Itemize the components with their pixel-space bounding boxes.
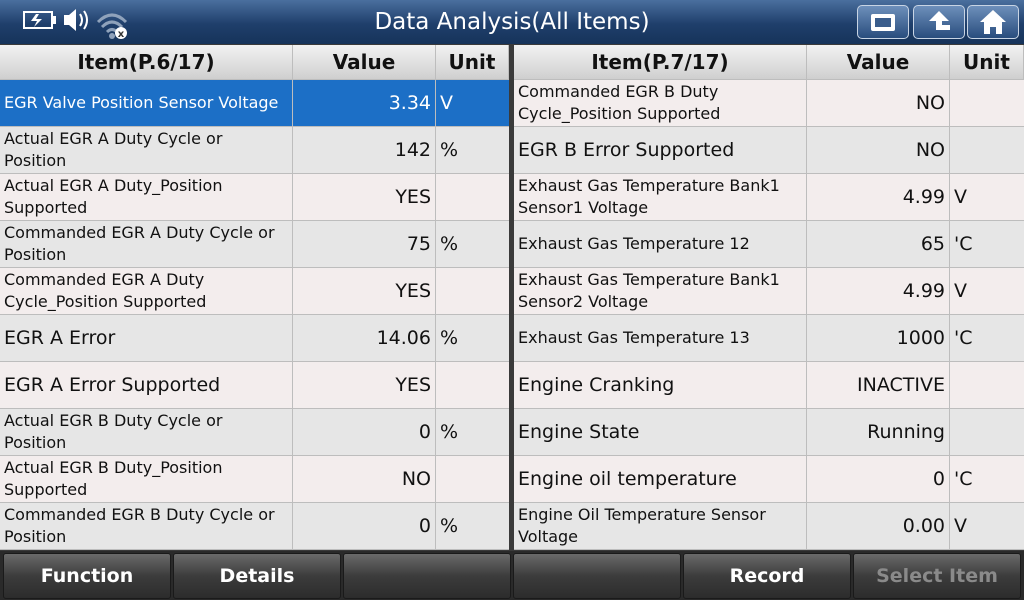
item-cell[interactable]: Commanded EGR B Duty Cycle or Position [0, 503, 292, 549]
item-cell[interactable]: Exhaust Gas Temperature 12 [514, 221, 806, 267]
unit-cell: V [950, 503, 1024, 549]
item-cell[interactable]: Engine Cranking [514, 362, 806, 408]
column-header: Unit [436, 45, 508, 79]
unit-cell: V [436, 80, 509, 126]
item-cell[interactable]: EGR A Error [0, 315, 292, 361]
value-cell: 0.00 [807, 503, 949, 549]
item-cell[interactable]: EGR A Error Supported [0, 362, 292, 408]
value-cell: 14.06 [293, 315, 435, 361]
toolbar-button[interactable]: Function [3, 553, 171, 599]
value-cell: YES [293, 174, 435, 220]
item-cell[interactable]: EGR Valve Position Sensor Voltage [0, 80, 292, 126]
value-cell: NO [807, 80, 949, 126]
column-header: Unit [950, 45, 1023, 79]
item-cell[interactable]: Engine State [514, 409, 806, 455]
item-cell[interactable]: Actual EGR B Duty Cycle or Position [0, 409, 292, 455]
icon [871, 14, 895, 31]
icon [980, 10, 1006, 34]
unit-cell: % [436, 221, 509, 267]
item-cell[interactable]: EGR B Error Supported [514, 127, 806, 173]
unit-cell: 'C [950, 456, 1024, 502]
value-cell: NO [807, 127, 949, 173]
icon [929, 11, 950, 30]
value-cell: 0 [293, 409, 435, 455]
unit-cell: % [436, 315, 509, 361]
toolbar-button: Select Item [853, 553, 1021, 599]
column-header: Item(P.6/17) [0, 45, 292, 79]
value-cell: INACTIVE [807, 362, 949, 408]
unit-cell: V [950, 174, 1024, 220]
value-cell: 4.99 [807, 174, 949, 220]
unit-cell: % [436, 409, 509, 455]
status-icons: x [23, 9, 128, 40]
screen-title: Data Analysis(All Items) [374, 9, 650, 35]
unit-cell: % [436, 503, 509, 549]
unit-cell: V [950, 268, 1024, 314]
unit-cell: % [436, 127, 509, 173]
column-header: Item(P.7/17) [514, 45, 806, 79]
item-cell[interactable]: Engine oil temperature [514, 456, 806, 502]
item-cell[interactable]: Actual EGR A Duty_Position Supported [0, 174, 292, 220]
svg-text:x: x [118, 29, 125, 40]
unit-cell [950, 409, 1024, 455]
bottom-bar: Function Details Record Select Item [0, 551, 1024, 600]
item-cell[interactable]: Commanded EGR A Duty Cycle_Position Supp… [0, 268, 292, 314]
unit-cell [436, 362, 509, 408]
value-cell: 4.99 [807, 268, 949, 314]
unit-cell [950, 362, 1024, 408]
value-cell: 0 [807, 456, 949, 502]
toolbar-button [343, 553, 511, 599]
column-header: Value [293, 45, 435, 79]
item-cell[interactable]: Commanded EGR A Duty Cycle or Position [0, 221, 292, 267]
item-cell[interactable]: Actual EGR A Duty Cycle or Position [0, 127, 292, 173]
value-cell: NO [293, 456, 435, 502]
unit-cell [436, 174, 509, 220]
value-cell: 0 [293, 503, 435, 549]
value-cell: 142 [293, 127, 435, 173]
value-cell: YES [293, 362, 435, 408]
value-cell: 3.34 [293, 80, 435, 126]
item-cell[interactable]: Engine Oil Temperature Sensor Voltage [514, 503, 806, 549]
left-table: Item(P.6/17) Value Unit EGR Valve Position … [0, 45, 509, 550]
unit-cell [436, 456, 509, 502]
unit-cell [436, 268, 509, 314]
top-bar: x Data Analysis(All Items) [0, 0, 1024, 44]
unit-cell [950, 80, 1024, 126]
item-cell[interactable]: Exhaust Gas Temperature Bank1 Sensor1 Vo… [514, 174, 806, 220]
value-cell: 75 [293, 221, 435, 267]
back-button[interactable] [913, 5, 965, 39]
toolbar-button[interactable]: Details [173, 553, 341, 599]
value-cell: 65 [807, 221, 949, 267]
value-cell: Running [807, 409, 949, 455]
item-cell[interactable]: Actual EGR B Duty_Position Supported [0, 456, 292, 502]
home-button[interactable] [967, 5, 1019, 39]
item-cell[interactable]: Exhaust Gas Temperature 13 [514, 315, 806, 361]
unit-cell [950, 127, 1024, 173]
item-cell[interactable]: Commanded EGR B Duty Cycle_Position Supp… [514, 80, 806, 126]
unit-cell: 'C [950, 221, 1024, 267]
screenshot-button[interactable] [857, 5, 909, 39]
unit-cell: 'C [950, 315, 1024, 361]
column-header: Value [807, 45, 949, 79]
right-table: Item(P.7/17) Value Unit Commanded EGR B Dut… [514, 45, 1024, 550]
value-cell: 1000 [807, 315, 949, 361]
toolbar-button[interactable]: Record [683, 553, 851, 599]
value-cell: YES [293, 268, 435, 314]
toolbar-button [513, 553, 681, 599]
item-cell[interactable]: Exhaust Gas Temperature Bank1 Sensor2 Vo… [514, 268, 806, 314]
